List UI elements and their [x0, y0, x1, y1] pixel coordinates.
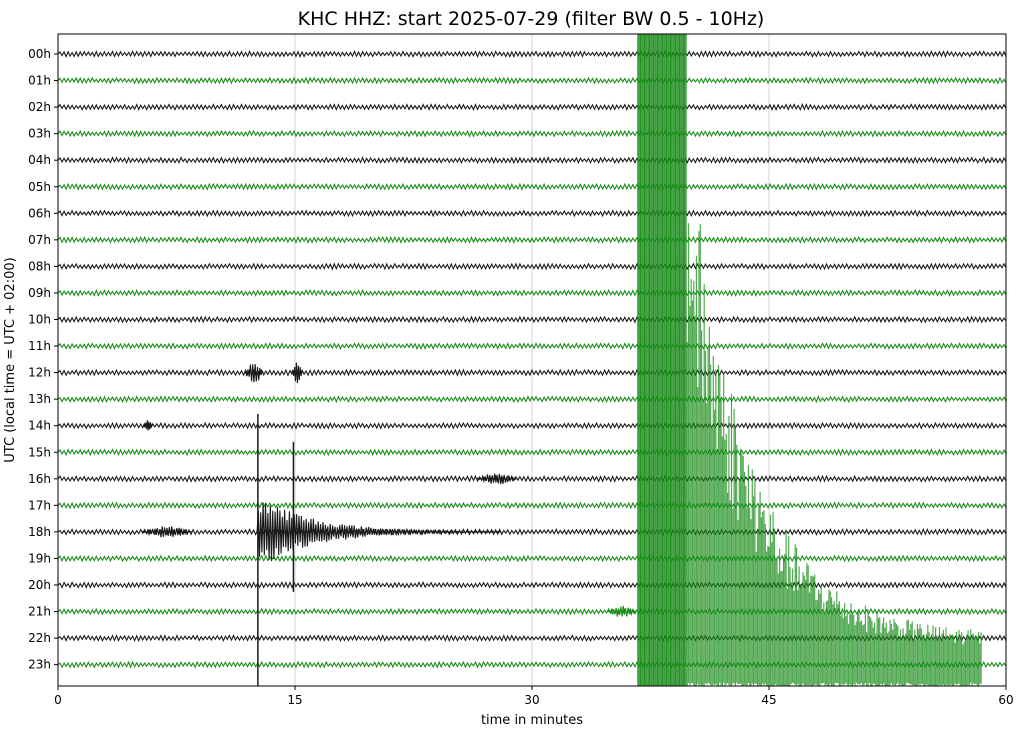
trace-18h: [57, 527, 1007, 537]
x-tick-0: 0: [54, 693, 62, 707]
trace-02h: [57, 103, 1007, 112]
x-tick-45: 45: [761, 693, 776, 707]
y-tick-09h: 09h: [28, 286, 51, 300]
event-21h-6: [607, 605, 637, 617]
y-tick-07h: 07h: [28, 233, 51, 247]
event-14h-2: [142, 420, 154, 431]
event-saturated-burst: [637, 34, 982, 686]
y-tick-18h: 18h: [28, 525, 51, 539]
y-tick-20h: 20h: [28, 578, 51, 592]
y-tick-06h: 06h: [28, 206, 51, 220]
y-tick-22h: 22h: [28, 631, 51, 645]
y-tick-08h: 08h: [28, 259, 51, 273]
trace-09h: [57, 288, 1007, 297]
trace-13h: [57, 395, 1007, 404]
trace-03h: [57, 129, 1007, 138]
event-16h-3: [476, 473, 517, 485]
event-18h-5: [256, 502, 501, 562]
trace-05h: [57, 182, 1007, 191]
trace-14h: [57, 421, 1007, 430]
trace-10h: [57, 315, 1007, 324]
trace-06h: [57, 209, 1007, 218]
trace-11h: [57, 342, 1007, 351]
trace-00h: [57, 49, 1007, 59]
event-18h-4: [141, 526, 193, 538]
y-tick-02h: 02h: [28, 100, 51, 114]
trace-16h: [57, 474, 1007, 483]
y-tick-11h: 11h: [28, 339, 51, 353]
x-tick-15: 15: [287, 693, 302, 707]
trace-19h: [57, 554, 1007, 563]
y-tick-23h: 23h: [28, 658, 51, 672]
event-12h-0: [244, 364, 264, 383]
y-tick-14h: 14h: [28, 419, 51, 433]
y-tick-10h: 10h: [28, 313, 51, 327]
event-18h-onset-spikes: [257, 413, 295, 686]
y-tick-15h: 15h: [28, 445, 51, 459]
event-12h-1: [291, 362, 304, 384]
x-tick-60: 60: [998, 693, 1013, 707]
chart-title: KHC HHZ: start 2025-07-29 (filter BW 0.5…: [298, 8, 765, 30]
x-axis-label: time in minutes: [481, 713, 583, 728]
trace-15h: [57, 448, 1007, 457]
y-tick-04h: 04h: [28, 153, 51, 167]
y-tick-01h: 01h: [28, 74, 51, 88]
plot-area: [57, 33, 1007, 687]
x-tick-30: 30: [524, 693, 539, 707]
y-tick-16h: 16h: [28, 472, 51, 486]
y-tick-05h: 05h: [28, 180, 51, 194]
y-axis-label: UTC (local time = UTC + 02:00): [3, 257, 18, 462]
x-axis-ticks: 0 15 30 45 60: [54, 686, 1014, 707]
y-axis-ticks: 00h 01h 02h 03h 04h 05h 06h 07h 08h 09h 10h 11h 12h 1…: [28, 47, 58, 672]
trace-04h: [57, 156, 1007, 165]
trace-07h: [57, 235, 1007, 244]
trace-17h: [57, 501, 1007, 510]
trace-01h: [57, 76, 1007, 85]
trace-12h: [57, 368, 1007, 377]
y-tick-12h: 12h: [28, 366, 51, 380]
event-layer: [141, 34, 982, 686]
trace-21h: [57, 607, 1007, 616]
y-tick-13h: 13h: [28, 392, 51, 406]
y-tick-19h: 19h: [28, 551, 51, 565]
trace-08h: [57, 262, 1007, 271]
y-tick-17h: 17h: [28, 498, 51, 512]
y-tick-00h: 00h: [28, 47, 51, 61]
y-tick-03h: 03h: [28, 127, 51, 141]
y-tick-21h: 21h: [28, 605, 51, 619]
trace-20h: [57, 580, 1007, 589]
